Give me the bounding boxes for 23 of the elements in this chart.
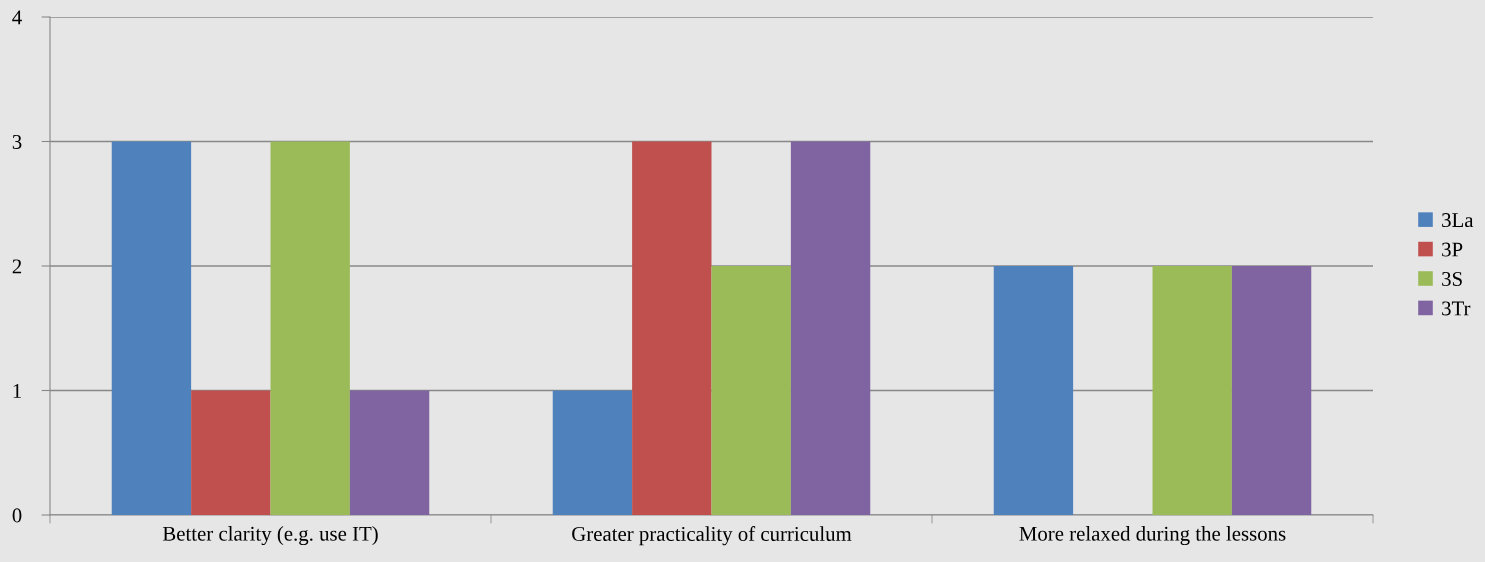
- y-tick-label: 3: [12, 134, 22, 149]
- x-tick-label: Greater practicality of curriculum: [572, 526, 852, 546]
- bar: [711, 266, 791, 515]
- bar: [1152, 266, 1232, 515]
- y-tick-label: 0: [12, 508, 22, 523]
- bar: [790, 141, 871, 515]
- y-tick-label: 4: [12, 10, 22, 25]
- y-tick-label: 1: [13, 383, 21, 398]
- bar: [111, 141, 192, 515]
- bar: [191, 390, 271, 515]
- bar: [993, 266, 1074, 515]
- x-tick-label: Better clarity (e.g. use IT): [162, 526, 378, 546]
- bar: [1231, 266, 1312, 515]
- legend-label: 3S: [1442, 272, 1462, 286]
- x-tick-label: More relaxed during the lessons: [1019, 526, 1286, 546]
- bar: [552, 390, 633, 515]
- bar: [270, 141, 350, 515]
- bar: [349, 390, 430, 515]
- bar: [632, 141, 712, 515]
- legend-label: 3P: [1442, 242, 1463, 257]
- legend-label: 3La: [1442, 213, 1474, 228]
- y-tick-label: 2: [12, 259, 22, 274]
- legend-label: 3Tr: [1442, 301, 1471, 316]
